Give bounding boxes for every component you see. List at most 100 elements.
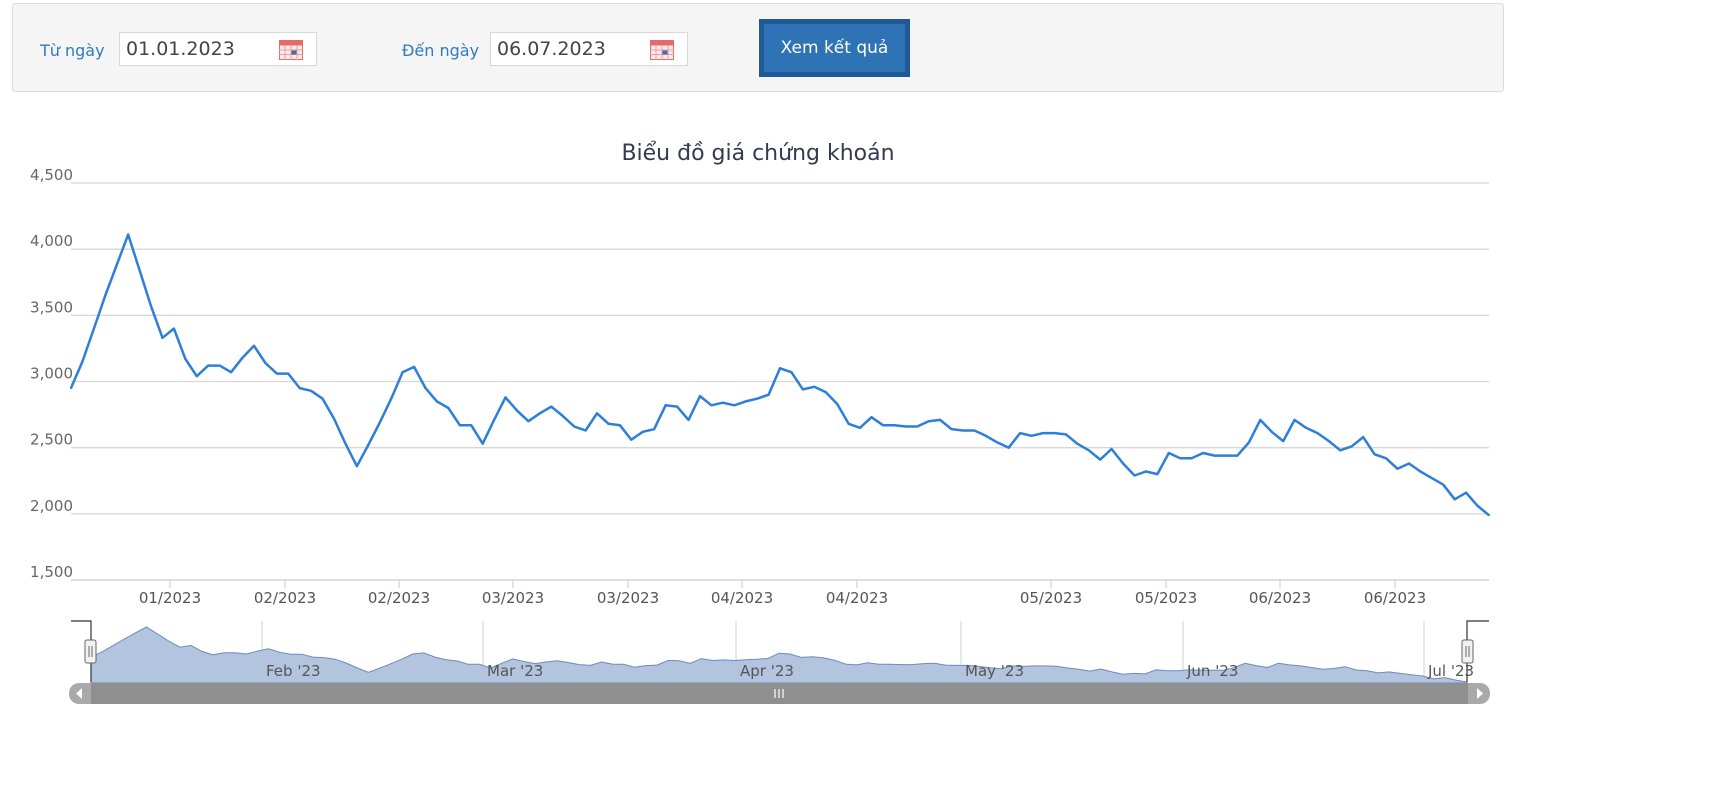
data-point xyxy=(779,367,781,370)
data-point xyxy=(1179,457,1182,460)
data-point xyxy=(1167,451,1170,454)
navigator[interactable]: Feb '23 Mar '23 Apr '23 May '23 Jun '23 Jul '… xyxy=(69,620,1490,704)
data-point xyxy=(538,412,541,415)
data-point xyxy=(344,442,347,445)
x-tick-label: 06/2023 xyxy=(1364,589,1426,607)
data-point xyxy=(973,429,976,432)
data-point xyxy=(1396,467,1399,470)
data-point xyxy=(184,358,187,361)
scroll-right-arrow-icon[interactable] xyxy=(1477,688,1483,699)
data-point xyxy=(881,424,884,427)
data-point xyxy=(1053,432,1056,435)
data-point xyxy=(218,364,221,367)
data-point xyxy=(687,418,690,421)
data-point xyxy=(859,426,862,429)
data-point xyxy=(573,425,576,428)
data-point xyxy=(127,233,130,236)
data-point xyxy=(1064,433,1067,436)
data-point xyxy=(92,327,95,330)
from-date-input[interactable]: 01.01.2023 xyxy=(119,32,317,66)
data-point xyxy=(230,371,233,374)
y-tick-label: 2,500 xyxy=(30,431,73,449)
y-axis-ticks: 1,500 2,000 2,500 3,000 3,500 4,000 4,500 xyxy=(30,166,73,581)
data-point xyxy=(596,412,599,415)
data-point xyxy=(1453,498,1456,501)
y-tick-label: 3,000 xyxy=(30,365,73,383)
navigator-left-handle[interactable] xyxy=(84,639,97,664)
data-point xyxy=(333,417,336,420)
navigator-right-handle[interactable] xyxy=(1461,639,1474,664)
calendar-icon[interactable] xyxy=(650,38,674,60)
data-point xyxy=(653,428,656,431)
data-point xyxy=(1247,441,1250,444)
data-point xyxy=(390,397,393,400)
data-point xyxy=(458,424,461,427)
data-point xyxy=(161,336,164,339)
data-point xyxy=(1202,451,1205,454)
to-date-value: 06.07.2023 xyxy=(497,38,606,60)
data-point xyxy=(950,428,953,431)
x-tick-label: 06/2023 xyxy=(1249,589,1311,607)
data-point xyxy=(1144,470,1147,473)
x-tick-label: 02/2023 xyxy=(254,589,316,607)
data-point xyxy=(1430,477,1433,480)
data-point xyxy=(756,397,759,400)
data-point xyxy=(1099,458,1102,461)
data-point xyxy=(847,422,850,425)
x-tick-label: 01/2023 xyxy=(139,589,201,607)
data-point xyxy=(744,400,747,403)
data-point xyxy=(481,442,484,445)
navigator-label: Apr '23 xyxy=(740,662,794,680)
calendar-icon[interactable] xyxy=(279,38,303,60)
data-point xyxy=(584,429,587,432)
data-point xyxy=(939,418,942,421)
data-point xyxy=(1350,445,1353,448)
data-point xyxy=(1087,449,1090,452)
y-tick-label: 4,000 xyxy=(30,232,73,250)
data-point xyxy=(241,356,244,359)
y-tick-label: 3,500 xyxy=(30,298,73,316)
data-point xyxy=(790,371,793,374)
data-point xyxy=(1305,426,1308,429)
data-point xyxy=(1019,432,1022,435)
data-point xyxy=(813,385,816,388)
data-point xyxy=(618,424,621,427)
data-point xyxy=(252,344,255,347)
to-date-label: Đến ngày xyxy=(402,41,480,60)
data-point xyxy=(1110,447,1113,450)
price-series-line xyxy=(69,233,1490,517)
data-point xyxy=(1190,457,1193,460)
data-point xyxy=(150,305,153,308)
scroll-left-arrow-icon[interactable] xyxy=(76,688,82,699)
data-point xyxy=(264,361,267,364)
data-point xyxy=(996,441,999,444)
data-point xyxy=(321,397,324,400)
data-point xyxy=(561,414,564,417)
navigator-label: Feb '23 xyxy=(266,662,321,680)
data-point xyxy=(1419,470,1422,473)
data-point xyxy=(1373,453,1376,456)
data-point xyxy=(1224,454,1227,457)
submit-button[interactable]: Xem kết quả xyxy=(759,19,910,77)
data-point xyxy=(630,438,633,441)
data-point xyxy=(1316,432,1319,435)
data-point xyxy=(1339,449,1342,452)
data-point xyxy=(836,402,839,405)
data-point xyxy=(195,375,198,378)
data-point xyxy=(984,434,987,437)
data-point xyxy=(664,404,667,407)
data-point xyxy=(527,420,530,423)
data-point xyxy=(115,264,118,267)
data-point xyxy=(870,416,873,419)
data-point xyxy=(1007,446,1010,449)
y-tick-label: 2,000 xyxy=(30,497,73,515)
data-point xyxy=(1133,474,1136,477)
x-tick-label: 03/2023 xyxy=(482,589,544,607)
data-point xyxy=(298,387,301,390)
data-point xyxy=(916,425,919,428)
x-tick-label: 03/2023 xyxy=(597,589,659,607)
data-point xyxy=(470,424,473,427)
to-date-input[interactable]: 06.07.2023 xyxy=(490,32,688,66)
data-point xyxy=(767,393,770,396)
chart-title: Biểu đồ giá chứng khoán xyxy=(621,141,894,166)
